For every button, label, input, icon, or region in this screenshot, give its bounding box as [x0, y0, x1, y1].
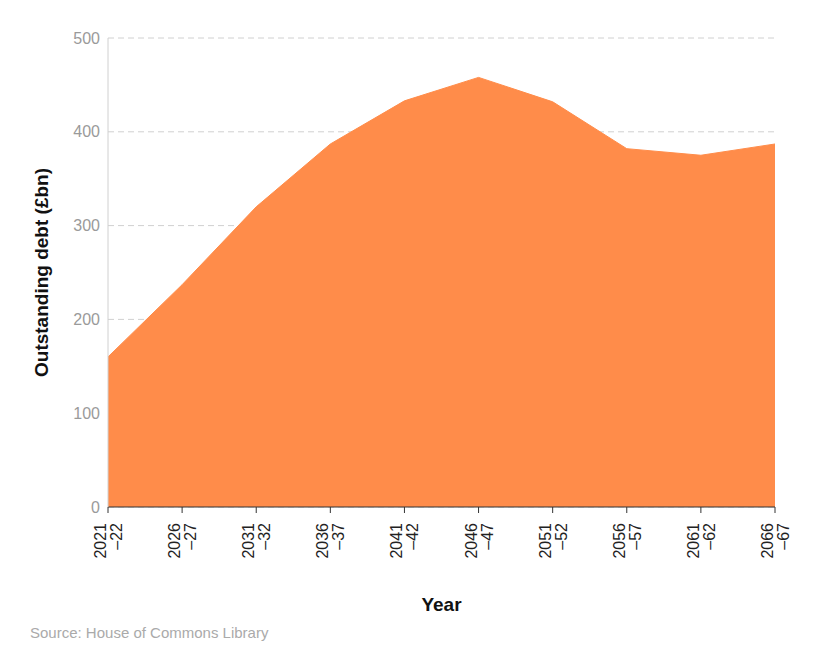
svg-text:300: 300	[73, 217, 100, 234]
svg-text:Outstanding debt (£bn): Outstanding debt (£bn)	[31, 168, 52, 377]
svg-text:–57: –57	[627, 523, 644, 550]
svg-text:400: 400	[73, 123, 100, 140]
svg-text:500: 500	[73, 30, 100, 47]
svg-text:–42: –42	[404, 523, 421, 550]
svg-text:2066: 2066	[759, 523, 776, 559]
svg-text:2056: 2056	[611, 523, 628, 559]
svg-text:–52: –52	[553, 523, 570, 550]
svg-text:–22: –22	[108, 523, 125, 550]
svg-text:Year: Year	[421, 594, 462, 615]
svg-text:–37: –37	[330, 523, 347, 550]
svg-text:2041: 2041	[388, 523, 405, 559]
svg-text:–27: –27	[182, 523, 199, 550]
svg-text:2061: 2061	[685, 523, 702, 559]
svg-text:–32: –32	[256, 523, 273, 550]
svg-text:–62: –62	[701, 523, 718, 550]
svg-text:2051: 2051	[537, 523, 554, 559]
svg-text:2021: 2021	[92, 523, 109, 559]
svg-text:2046: 2046	[463, 523, 480, 559]
svg-text:2026: 2026	[166, 523, 183, 559]
html-text:Source: House of Commons Libra: Source: House of Commons Library	[30, 624, 269, 641]
svg-text:200: 200	[73, 311, 100, 328]
svg-text:100: 100	[73, 405, 100, 422]
svg-text:–67: –67	[775, 523, 792, 550]
svg-text:2031: 2031	[240, 523, 257, 559]
svg-text:0: 0	[91, 499, 100, 516]
svg-text:2036: 2036	[314, 523, 331, 559]
svg-text:–47: –47	[479, 523, 496, 550]
